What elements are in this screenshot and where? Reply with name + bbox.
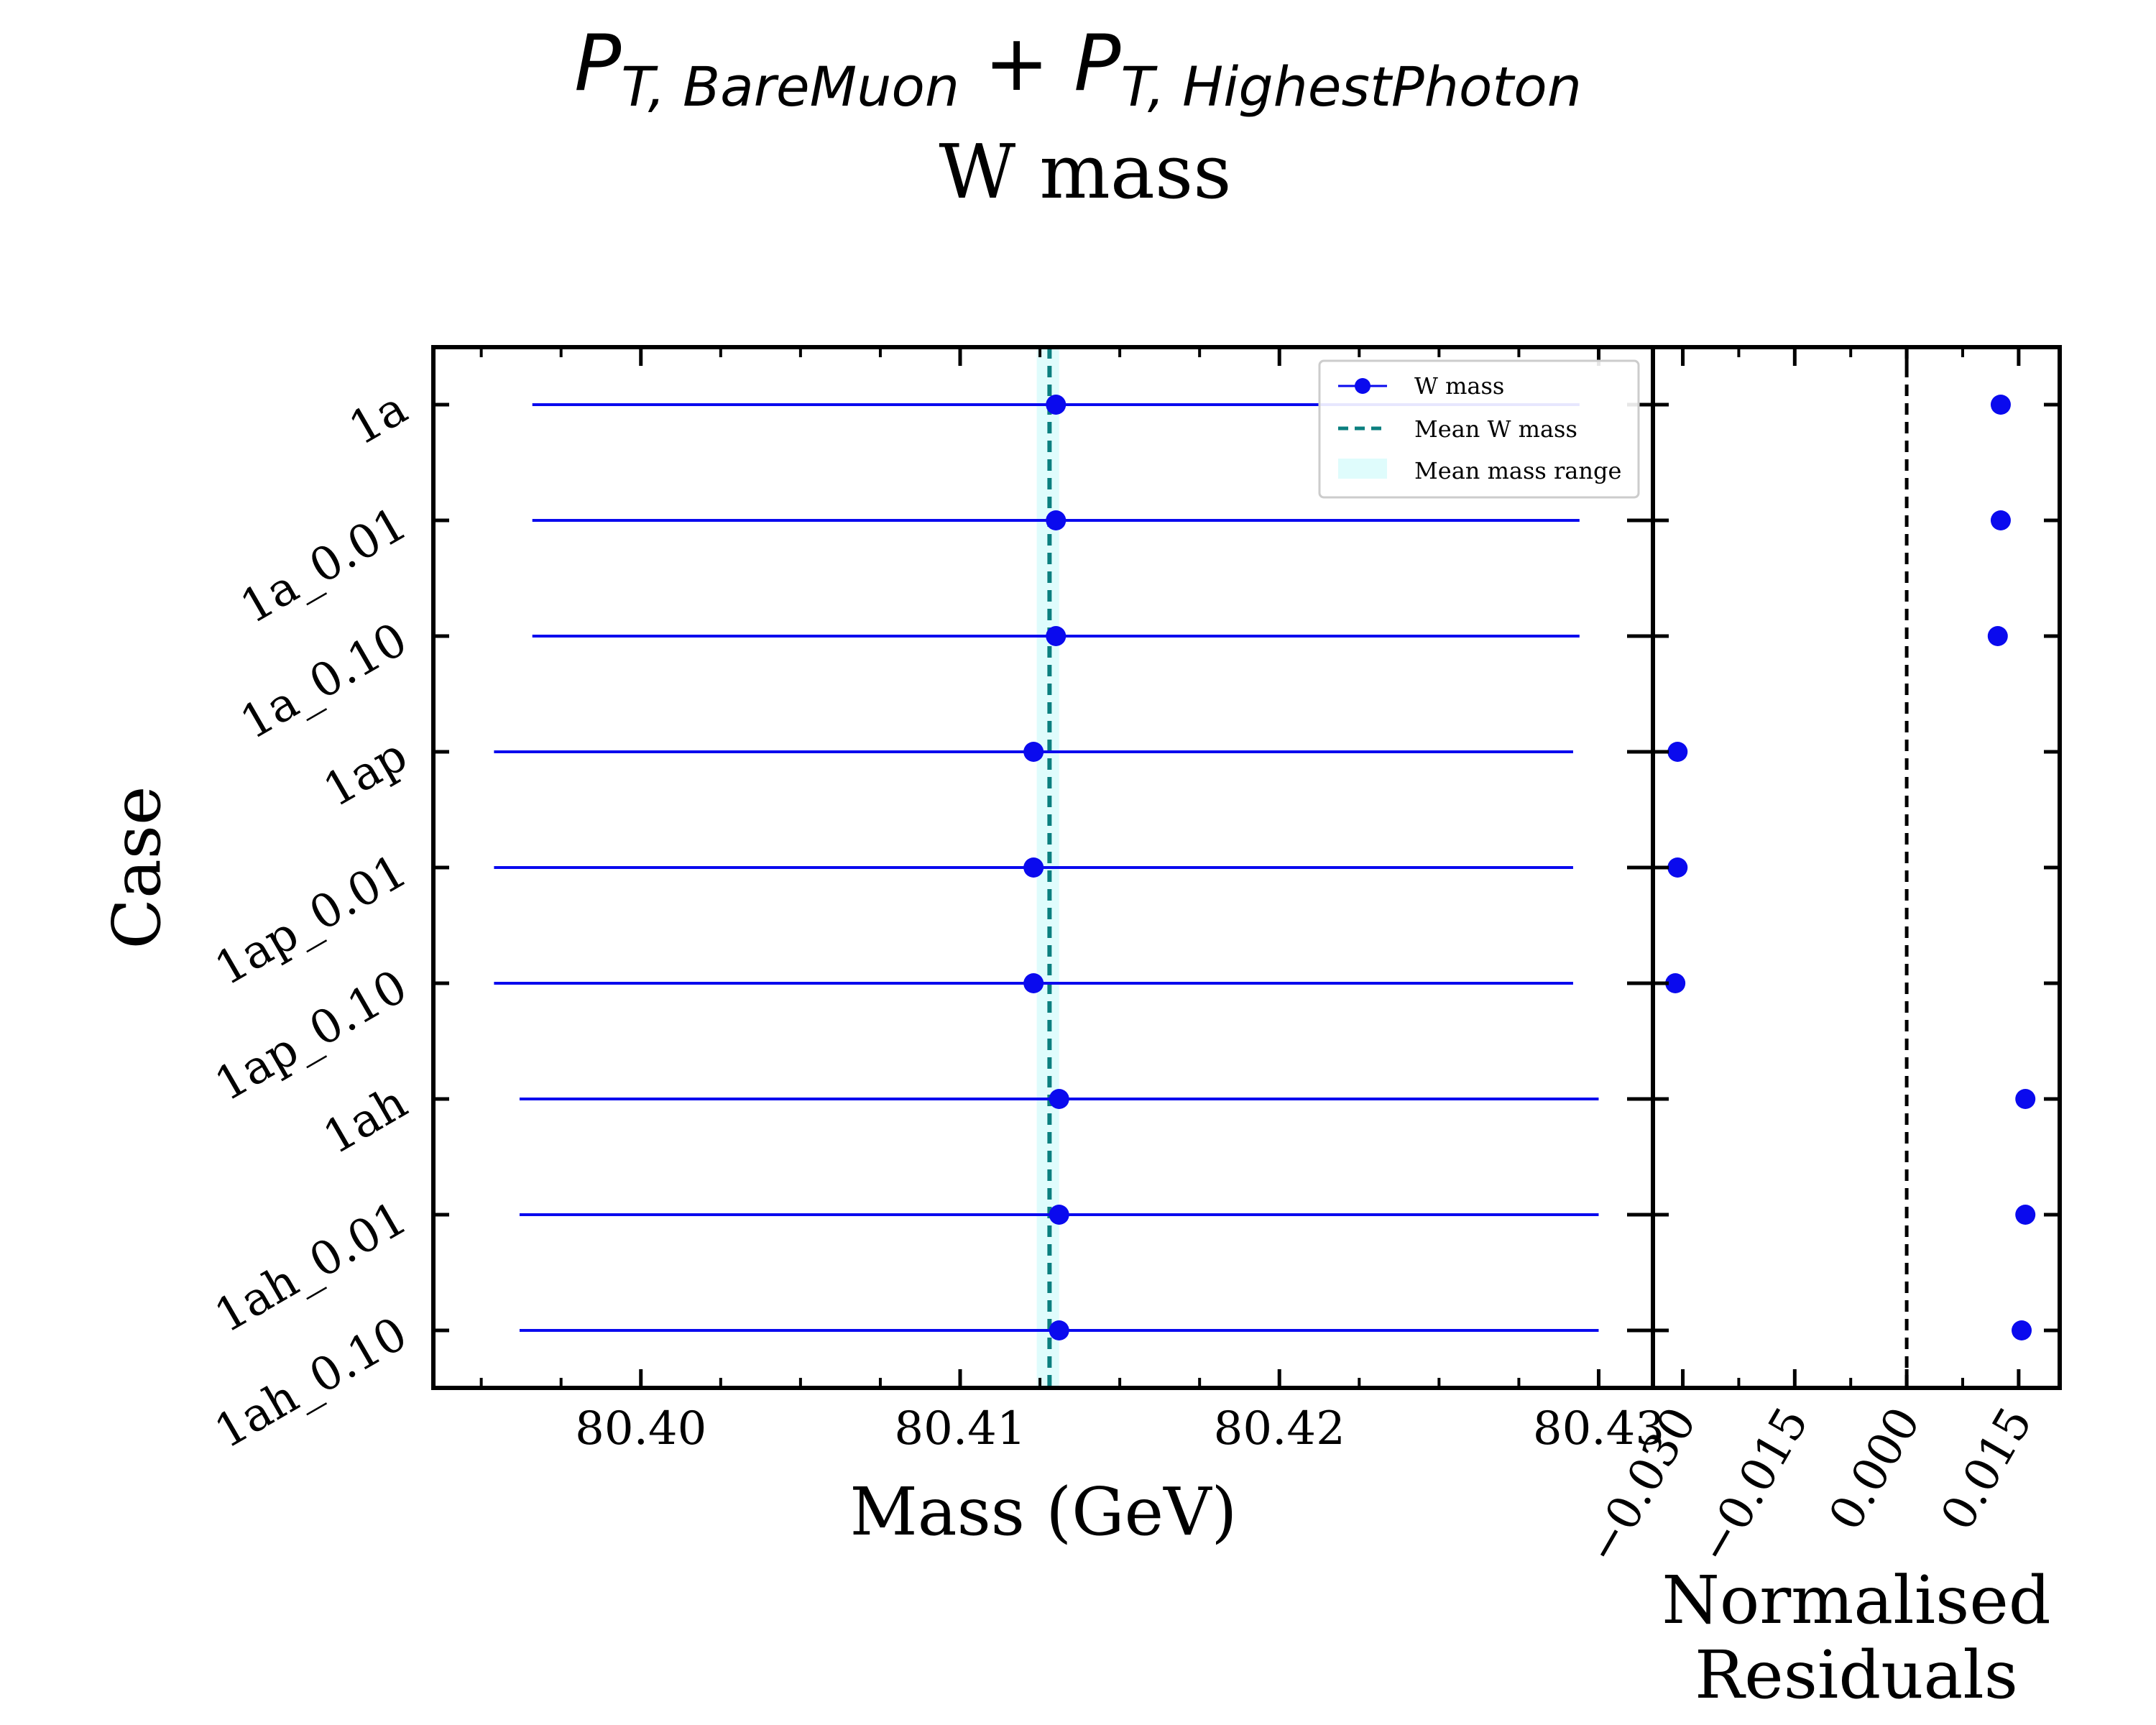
legend: W mass Mean W mass Mean mass range (1318, 359, 1640, 499)
chart-title-line1: PT, BareMuon + PT, HighestPhoton (574, 19, 1582, 119)
residual-point-1ap (1667, 742, 1688, 762)
main-x-tick-label-0: 80.40 (575, 1402, 706, 1455)
legend-box (1318, 359, 1640, 499)
y-tick-label-1ap: 1ap (315, 729, 416, 818)
w-mass-point-1ap_0.10 (1023, 973, 1044, 993)
residual-point-1ah (2015, 1089, 2036, 1109)
title-sub2: T, HighestPhoton (1120, 55, 1582, 119)
title-p2: P (1074, 19, 1120, 109)
w-mass-point-1a (1046, 395, 1067, 415)
residual-point-1ap_0.10 (1665, 973, 1686, 993)
main-x-tick-label-3: 80.43 (1533, 1402, 1664, 1455)
chart-title-line2: W mass (939, 128, 1231, 216)
main-y-axis-label: Case (98, 786, 175, 949)
residual-point-1ah_0.10 (2012, 1320, 2032, 1340)
main-plot-panel: 1a1a_0.011a_0.101ap1ap_0.011ap_0.101ah1a… (206, 345, 1664, 1459)
w-mass-point-1ah (1049, 1089, 1069, 1109)
res-x-tick-label-2: 0.000 (1819, 1399, 1931, 1540)
w-mass-point-1ap_0.01 (1023, 857, 1044, 878)
w-mass-point-1ah_0.01 (1049, 1205, 1069, 1225)
main-x-tick-label-2: 80.42 (1214, 1402, 1345, 1455)
main-x-tick-label-1: 80.41 (894, 1402, 1026, 1455)
w-mass-point-1a_0.10 (1046, 626, 1067, 646)
residual-point-1a_0.10 (1987, 626, 2008, 646)
legend-range-label: Mean mass range (1414, 457, 1621, 484)
w-mass-point-1ap (1023, 742, 1044, 762)
residual-x-axis-label-line2: Residuals (1695, 1637, 2018, 1714)
title-sub1: T, BareMuon (621, 55, 959, 119)
title-plus: + (959, 19, 1074, 109)
legend-mean-label: Mean W mass (1414, 415, 1577, 443)
legend-wmass-label: W mass (1414, 372, 1504, 400)
res-x-tick-label-3: 0.015 (1931, 1399, 2043, 1540)
w-mass-point-1a_0.01 (1046, 510, 1067, 530)
residual-plot-frame (1651, 345, 2062, 1390)
title-p1: P (574, 19, 621, 109)
residual-point-1a_0.01 (1990, 510, 2011, 530)
y-tick-label-1ah: 1ah (315, 1076, 416, 1165)
w-mass-point-1ah_0.10 (1049, 1320, 1069, 1340)
residual-point-1a (1990, 395, 2011, 415)
main-x-axis-label: Mass (GeV) (850, 1473, 1238, 1550)
res-x-tick-label-1: −0.015 (1688, 1399, 1820, 1573)
residual-x-axis-label-line1: Normalised (1662, 1562, 2050, 1639)
residual-point-1ap_0.01 (1667, 857, 1688, 878)
y-tick-label-1a: 1a (341, 382, 416, 456)
legend-wmass-marker (1355, 378, 1370, 394)
legend-range-swatch (1338, 459, 1387, 479)
residual-point-1ah_0.01 (2015, 1205, 2036, 1225)
